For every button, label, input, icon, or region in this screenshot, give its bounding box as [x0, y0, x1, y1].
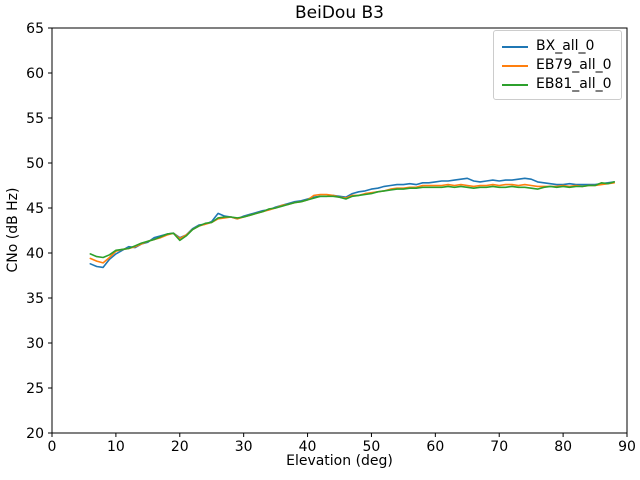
legend-label: EB81_all_0 — [536, 76, 612, 92]
legend-item: EB79_all_0 — [502, 56, 613, 75]
y-axis-label: CNo (dB Hz) — [5, 187, 21, 273]
legend: BX_all_0 EB79_all_0 EB81_all_0 — [493, 30, 622, 100]
y-tick-label: 65 — [26, 21, 44, 37]
y-tick-label: 40 — [26, 246, 44, 262]
axis-frame — [51, 27, 628, 434]
y-tick-label: 50 — [26, 156, 44, 172]
legend-label: BX_all_0 — [536, 38, 595, 54]
legend-item: EB81_all_0 — [502, 75, 613, 94]
legend-label: EB79_all_0 — [536, 57, 612, 73]
y-tick-label: 35 — [26, 291, 44, 307]
y-tick-label: 55 — [26, 111, 44, 127]
x-tick-label: 0 — [48, 439, 57, 455]
y-tick-label: 20 — [26, 426, 44, 442]
x-tick-label: 80 — [554, 439, 572, 455]
legend-line-swatch — [502, 45, 528, 48]
legend-line-swatch — [502, 64, 528, 67]
x-tick-label: 60 — [426, 439, 444, 455]
x-tick-label: 90 — [618, 439, 636, 455]
x-tick-label: 50 — [363, 439, 381, 455]
x-tick-label: 30 — [235, 439, 253, 455]
y-tick-label: 30 — [26, 336, 44, 352]
x-tick-label: 40 — [299, 439, 317, 455]
y-tick-label: 45 — [26, 201, 44, 217]
x-tick-label: 70 — [490, 439, 508, 455]
series-line-EB81_all_0 — [89, 181, 616, 259]
legend-line-swatch — [502, 83, 528, 86]
legend-item: BX_all_0 — [502, 37, 613, 56]
x-tick-label: 10 — [107, 439, 125, 455]
chart-title: BeiDou B3 — [295, 3, 384, 23]
y-tick-label: 25 — [26, 381, 44, 397]
x-tick-label: 20 — [171, 439, 189, 455]
series-line-BX_all_0 — [89, 177, 616, 269]
x-axis-label: Elevation (deg) — [286, 453, 393, 469]
y-tick-label: 60 — [26, 66, 44, 82]
series-line-EB79_all_0 — [89, 182, 616, 264]
